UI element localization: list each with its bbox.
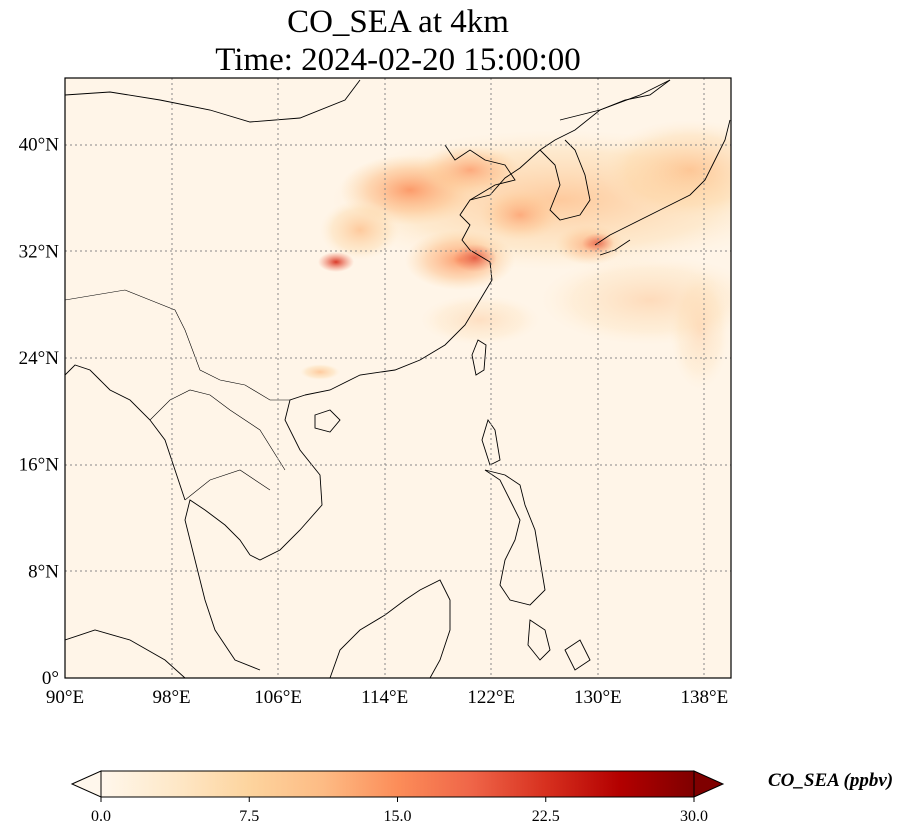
concentration-field [65, 78, 731, 678]
map-frame [64, 77, 732, 679]
latitude-axis: 0° 8°N 16°N 24°N 32°N 40°N [19, 135, 60, 689]
gridlines [65, 78, 731, 678]
colorbar-tick-label: 0.0 [91, 808, 111, 825]
colorbar-tick-label: 15.0 [384, 808, 412, 825]
colorbar-extend-max [693, 770, 725, 798]
colorbar-label: CO_SEA (ppbv) [768, 770, 894, 791]
lat-tick-label: 24°N [19, 348, 60, 369]
lon-tick-label: 98°E [152, 687, 190, 708]
lon-tick-label: 114°E [361, 687, 408, 708]
colorbar-tick-label: 22.5 [532, 808, 560, 825]
lon-tick-label: 106°E [254, 687, 302, 708]
colorbar-tick-label: 7.5 [239, 808, 259, 825]
lon-tick-label: 138°E [681, 687, 729, 708]
lat-tick-label: 32°N [19, 241, 60, 262]
lon-tick-label: 122°E [467, 687, 515, 708]
lon-tick-label: 90°E [46, 687, 84, 708]
map-subtitle: Time: 2024-02-20 15:00:00 [215, 42, 581, 78]
colorbar: 0.0 7.5 15.0 22.5 30.0 [70, 770, 725, 825]
coastlines [65, 79, 731, 678]
colorbar-extend-min [70, 770, 102, 798]
lat-tick-label: 16°N [19, 455, 60, 476]
map-title: CO_SEA at 4km [287, 4, 509, 40]
lat-tick-label: 8°N [28, 561, 59, 582]
lon-tick-label: 130°E [574, 687, 622, 708]
longitude-axis: 90°E 98°E 106°E 114°E 122°E 130°E 138°E [46, 687, 728, 708]
colorbar-tick-label: 30.0 [680, 808, 708, 825]
lat-tick-label: 40°N [19, 135, 60, 156]
lat-tick-label: 0° [42, 668, 59, 689]
colorbar-ramp [100, 770, 695, 798]
